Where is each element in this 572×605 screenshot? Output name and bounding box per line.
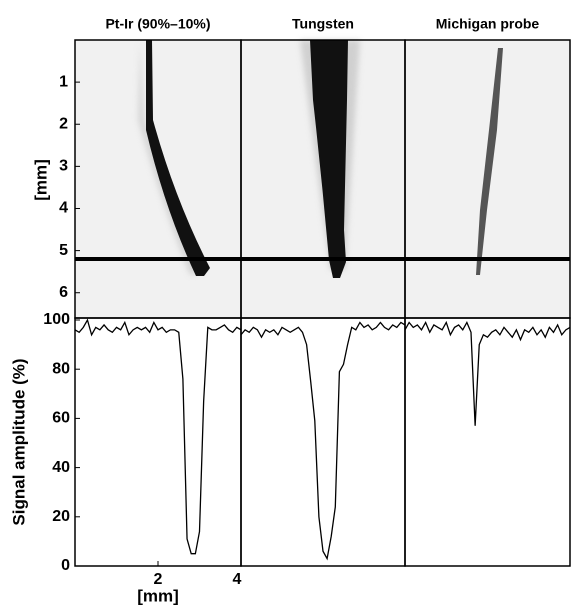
y-tick-label: 5 [59, 242, 68, 259]
halo [138, 40, 205, 275]
image-backgrounds [75, 40, 570, 318]
panel-title: Pt-Ir (90%–10%) [105, 16, 210, 32]
electrode-track [476, 48, 503, 275]
y-tick-label: 100 [43, 311, 70, 328]
y-tick-label: 20 [52, 508, 70, 525]
signal-line [240, 321, 406, 561]
panel-title: Michigan probe [436, 16, 540, 32]
panel-frame [404, 317, 571, 567]
y-tick-label: 40 [52, 459, 70, 476]
y-tick-label: 6 [59, 284, 68, 301]
y-axis-label: [mm] [31, 159, 50, 201]
panel-frame [240, 317, 406, 567]
plot-area: Pt-Ir (90%–10%) Tungsten Michigan probe 1 2 3… [43, 16, 571, 588]
y-axis-label: Signal amplitude (%) [9, 358, 28, 525]
y-tick-label: 80 [52, 360, 70, 377]
electrode-track [146, 40, 210, 276]
x-axis-label: [mm] [137, 586, 179, 605]
y-tick-label: 60 [52, 410, 70, 427]
y-tick-label: 1 [59, 73, 68, 90]
y-tick-label: 0 [61, 557, 70, 574]
signal-line [404, 320, 571, 426]
panel-frame [74, 317, 242, 567]
y-tick-label: 2 [59, 115, 68, 132]
y-tick-label: 3 [59, 158, 68, 175]
panel-title: Tungsten [292, 16, 354, 32]
signal-line [74, 318, 242, 555]
electrode-track [310, 40, 348, 278]
x-tick-label: 2 [154, 571, 163, 588]
y-tick-label: 4 [59, 200, 68, 217]
x-tick-label: 4 [233, 571, 242, 588]
